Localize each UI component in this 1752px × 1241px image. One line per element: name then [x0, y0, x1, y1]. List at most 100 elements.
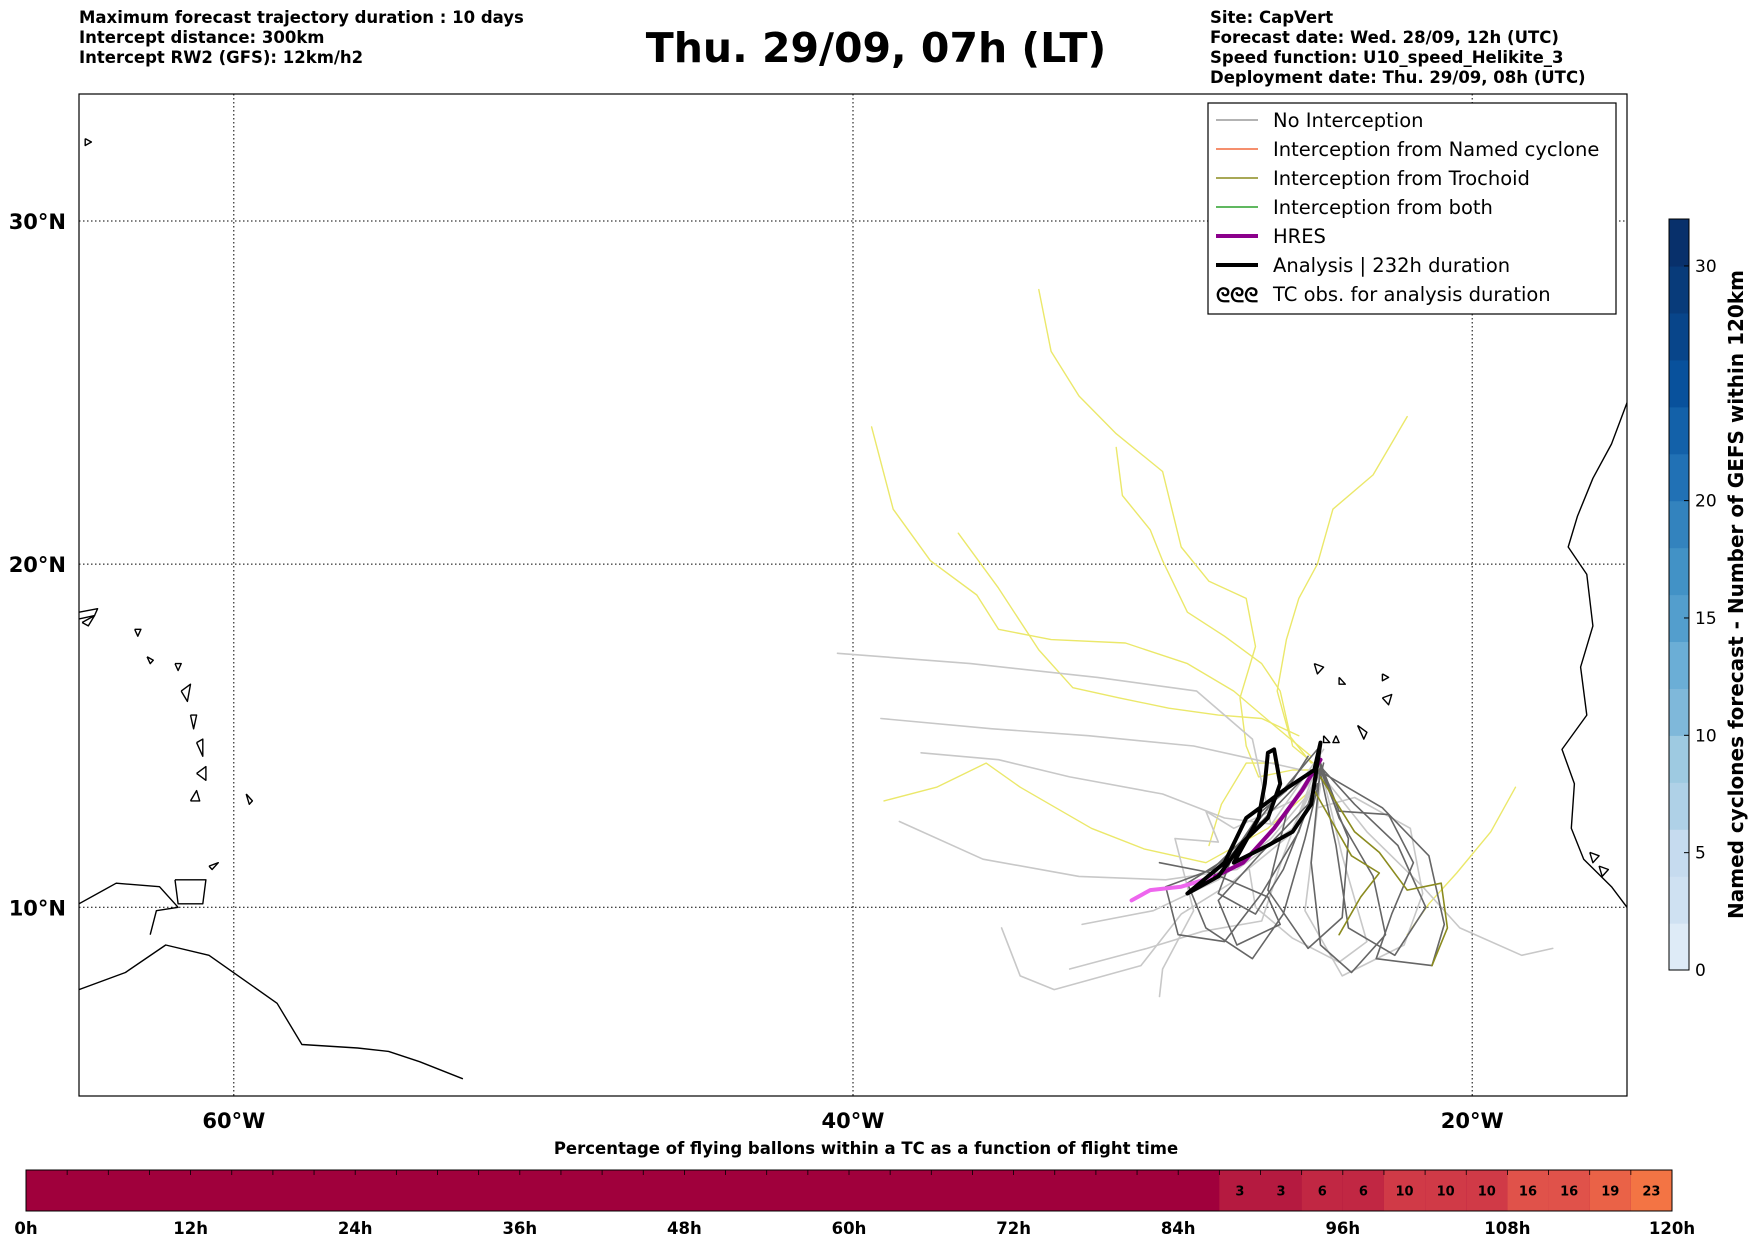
legend-label: HRES — [1273, 225, 1326, 248]
colorbar-cell — [1507, 1170, 1549, 1211]
antilles-island — [189, 789, 201, 802]
colorbar-segment — [1669, 547, 1689, 596]
canary-island — [1643, 266, 1662, 283]
cape-verde-island — [1322, 735, 1331, 744]
axis-tick-labels: 60°W 40°W 20°W 10°N 20°N 30°N — [9, 210, 1504, 1133]
antilles-island — [79, 608, 99, 620]
gefs-member-track — [1208, 762, 1275, 847]
gefs-member-track — [1319, 765, 1427, 957]
flight-hour-tick-label: 36h — [502, 1219, 537, 1238]
colorbar-cell-value: 10 — [1478, 1185, 1496, 1200]
cape-verde-island — [1381, 693, 1393, 706]
colorbar-cell — [1342, 1170, 1384, 1211]
colorbar-segment — [1669, 359, 1689, 408]
lon-tick-label: 60°W — [202, 1109, 265, 1133]
analysis-track — [1185, 740, 1323, 896]
graticule — [79, 94, 1627, 1096]
cape-verde-island — [1338, 676, 1346, 685]
colorbar-segment — [1669, 219, 1689, 267]
site-line: Site: CapVert — [1210, 8, 1334, 27]
colorbar-cell — [1630, 1170, 1672, 1211]
colorbar-segment — [1669, 406, 1689, 455]
colorbar-segment — [1669, 312, 1689, 361]
legend-label: Interception from Named cyclone — [1273, 138, 1599, 161]
small-island — [84, 137, 93, 147]
flight-hour-tick-label: 60h — [832, 1219, 867, 1238]
colorbar-segment — [1669, 641, 1689, 689]
max-duration-line: Maximum forecast trajectory duration : 1… — [79, 8, 524, 27]
flight-hour-tick-label: 24h — [338, 1219, 373, 1238]
hres-track — [1213, 757, 1323, 879]
colorbar-cell — [1219, 1170, 1261, 1211]
gefs-member-track — [1115, 446, 1319, 768]
legend-entry: Interception from both — [1216, 196, 1493, 219]
site-parameters: Site: CapVert Forecast date: Wed. 28/09,… — [1210, 8, 1586, 88]
colorbar-segment — [1669, 735, 1689, 783]
colorbar-tick-label: 0 — [1695, 961, 1706, 981]
colorbar-segment — [1669, 829, 1689, 877]
cape-verde-island — [1332, 735, 1340, 744]
colorbar-segment — [1669, 688, 1689, 736]
gefs-member-track — [1158, 765, 1322, 946]
antilles-island — [174, 662, 182, 672]
deployment-date-line: Deployment date: Thu. 29/09, 08h (UTC) — [1210, 68, 1586, 87]
gefs-member-track — [1319, 762, 1446, 967]
colorbar-segment — [1669, 265, 1689, 314]
legend: No Interception Interception from Named c… — [1207, 102, 1617, 315]
legend-label: Analysis | 232h duration — [1273, 254, 1510, 277]
legend-label: TC obs. for analysis duration — [1272, 283, 1551, 306]
colorbar-tick-label: 20 — [1695, 492, 1717, 512]
colorbar-segment — [1669, 923, 1689, 971]
cape-verde-island — [1356, 724, 1368, 740]
flight-hour-tick-label: 84h — [1161, 1219, 1196, 1238]
antilles-island — [245, 793, 254, 805]
south-america-coastline — [79, 944, 464, 1080]
bissagos-island — [1598, 865, 1610, 878]
gefs-member-track — [880, 717, 1303, 771]
colorbar-cell — [1589, 1170, 1631, 1211]
flight-time-colorbar: Percentage of flying ballons within a TC… — [14, 1139, 1695, 1238]
colorbar-frame — [25, 1169, 1673, 1212]
cyclone-symbol-icon: ᘓᘓᘓ — [1216, 283, 1258, 307]
intercept-rw2-line: Intercept RW2 (GFS): 12km/h2 — [79, 48, 364, 67]
gefs-member-track — [1038, 288, 1322, 778]
gefs-member-track — [957, 532, 1300, 737]
forecast-date-line: Forecast date: Wed. 28/09, 12h (UTC) — [1210, 28, 1559, 47]
trochoid-interception-track — [1313, 789, 1381, 936]
cape-verde-island — [1313, 662, 1325, 675]
flight-hour-tick-label: 120h — [1649, 1219, 1695, 1238]
tobago-island — [208, 862, 219, 871]
speed-function-line: Speed function: U10_speed_Helikite_3 — [1210, 48, 1564, 67]
flight-hour-tick-label: 0h — [14, 1219, 37, 1238]
colorbar-tick-label: 10 — [1695, 726, 1717, 746]
colorbar-cell-value: 6 — [1359, 1185, 1368, 1200]
legend-entry: Analysis | 232h duration — [1216, 254, 1510, 277]
gefs-member-track — [1068, 755, 1322, 970]
lon-tick-label: 20°W — [1441, 1109, 1504, 1133]
colorbar-cell — [1548, 1170, 1590, 1211]
lat-tick-label: 30°N — [9, 210, 66, 234]
legend-label: Interception from Trochoid — [1273, 167, 1530, 190]
gefs-member-track — [1304, 782, 1424, 977]
legend-box — [1207, 102, 1617, 315]
colorbar-tick-label: 15 — [1695, 609, 1717, 629]
colorbar-cell-value: 23 — [1642, 1185, 1660, 1200]
colorbar-segment — [1669, 876, 1689, 924]
colorbar-label: Named cyclones forecast - Number of GEFS… — [1724, 270, 1748, 919]
lon-tick-label: 40°W — [822, 1109, 885, 1133]
trinidad-island — [174, 879, 207, 905]
antilles-island — [146, 656, 154, 665]
colorbar-frame — [1668, 218, 1690, 971]
legend-label: No Interception — [1273, 109, 1424, 132]
coastlines — [79, 137, 1662, 1080]
gefs-member-track — [836, 652, 1325, 826]
legend-label: Interception from both — [1273, 196, 1493, 219]
colorbar-tick-label: 30 — [1695, 257, 1717, 277]
antilles-island — [189, 714, 198, 730]
map-frame — [78, 93, 1628, 1097]
legend-entry: Interception from Named cyclone — [1216, 138, 1599, 161]
flight-time-colorbar-title: Percentage of flying ballons within a TC… — [554, 1139, 1178, 1158]
lat-tick-label: 20°N — [9, 553, 66, 577]
legend-entry: HRES — [1216, 225, 1326, 248]
